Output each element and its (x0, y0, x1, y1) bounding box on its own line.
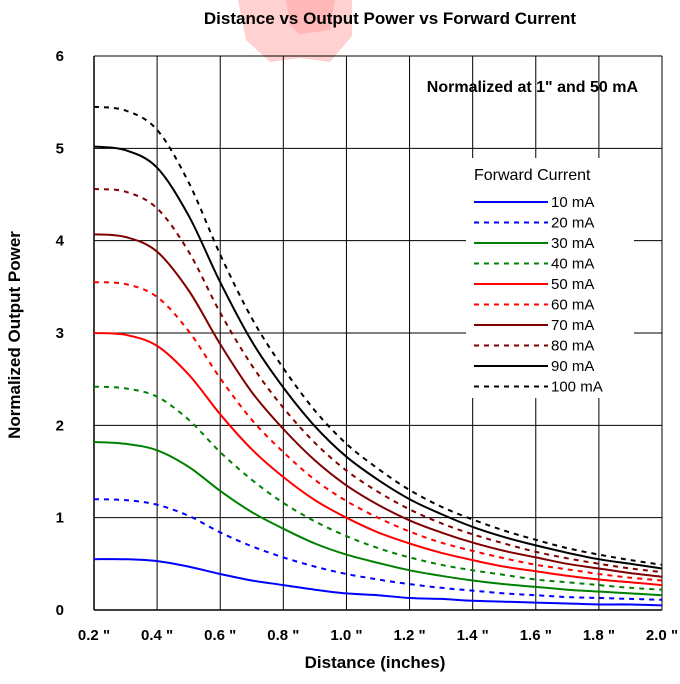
series-line-70ma (93, 233, 663, 578)
x-tick-label: 1.8 " (583, 627, 615, 644)
y-tick-label: 3 (56, 325, 64, 342)
series-line-80ma (93, 188, 663, 574)
legend-label: 60 mA (551, 297, 594, 314)
series-line-10ma (93, 558, 663, 607)
legend: Forward Current 10 mA 20 mA 30 mA 40 mA 50 m… (466, 158, 634, 398)
x-tick-label: 0.2 " (78, 627, 110, 644)
series-line-40ma (93, 385, 663, 591)
legend-box (466, 158, 634, 398)
y-tick-label: 2 (56, 417, 64, 434)
y-tick-label: 0 (56, 602, 64, 619)
legend-label: 80 mA (551, 338, 594, 355)
y-axis-label: Normalized Output Power (5, 231, 24, 439)
series-group (93, 105, 663, 607)
y-tick-label: 5 (56, 140, 64, 157)
series-line-30ma (93, 441, 663, 597)
watermark-shape (238, 0, 352, 62)
x-tick-label: 0.6 " (204, 627, 236, 644)
x-tick-label: 1.2 " (393, 627, 425, 644)
y-tick-label: 6 (56, 48, 64, 65)
tick-labels: 0.2 " 0.4 " 0.6 " 0.8 " 1.0 " 1.2 " 1.4 " 1.6 "… (56, 48, 678, 644)
legend-label: 50 mA (551, 276, 594, 293)
x-axis-label: Distance (inches) (305, 653, 446, 672)
x-tick-label: 1.4 " (457, 627, 489, 644)
legend-label: 10 mA (551, 194, 594, 211)
x-tick-label: 1.0 " (330, 627, 362, 644)
legend-label: 100 mA (551, 379, 603, 396)
series-line-100ma (93, 105, 663, 566)
watermark (238, 0, 352, 62)
legend-label: 90 mA (551, 358, 594, 375)
normalization-note: Normalized at 1" and 50 mA (427, 79, 639, 96)
x-tick-label: 2.0 " (646, 627, 678, 644)
legend-label: 70 mA (551, 317, 594, 334)
legend-items: 10 mA 20 mA 30 mA 40 mA 50 mA 60 mA 70 mA 80 mA… (474, 194, 603, 396)
y-tick-label: 4 (56, 233, 65, 250)
x-tick-label: 0.8 " (267, 627, 299, 644)
legend-title: Forward Current (474, 167, 591, 184)
legend-label: 40 mA (551, 256, 594, 273)
x-tick-label: 0.4 " (141, 627, 173, 644)
series-line-90ma (93, 145, 663, 570)
chart-title: Distance vs Output Power vs Forward Curr… (204, 9, 577, 28)
y-tick-label: 1 (56, 510, 64, 527)
legend-label: 20 mA (551, 215, 594, 232)
series-line-60ma (93, 281, 663, 582)
legend-label: 30 mA (551, 235, 594, 252)
series-line-50ma (93, 332, 663, 587)
watermark-shape (286, 0, 335, 34)
x-tick-label: 1.6 " (520, 627, 552, 644)
